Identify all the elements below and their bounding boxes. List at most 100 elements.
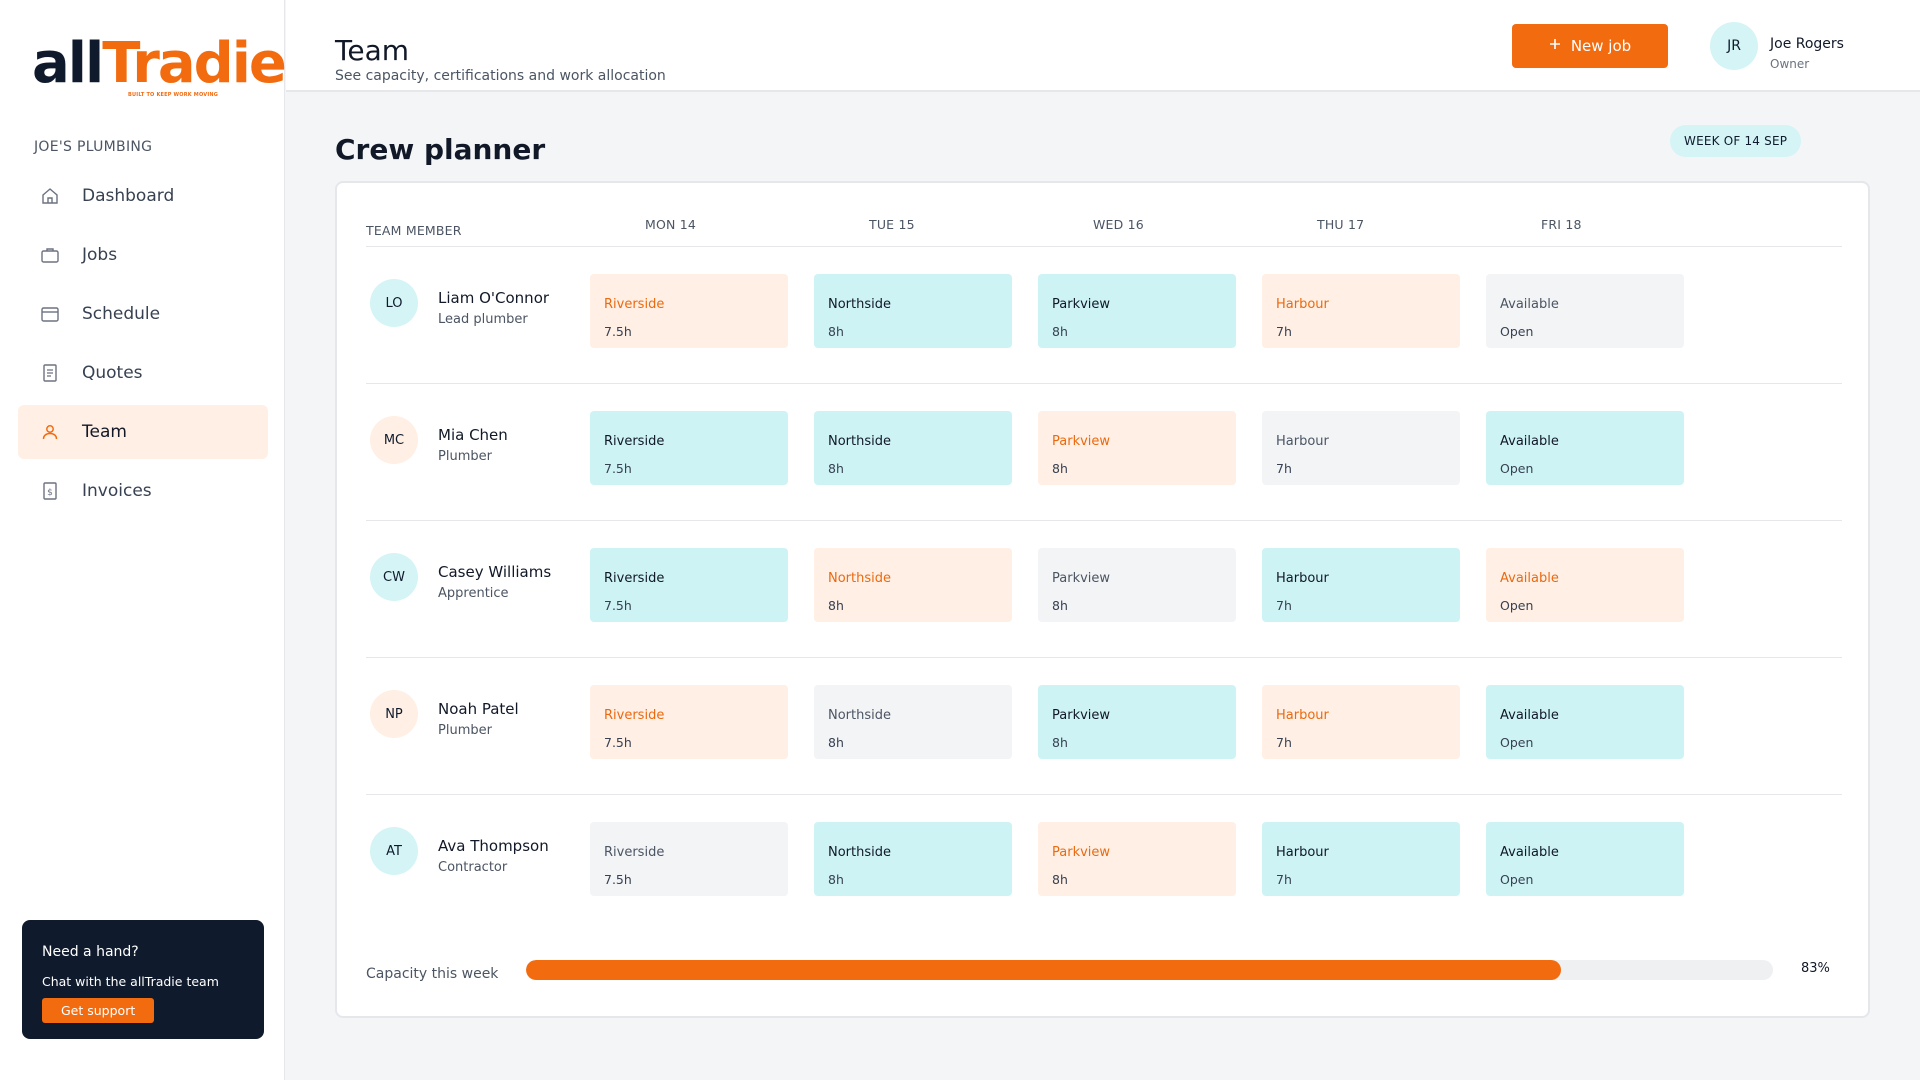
schedule-cell[interactable]: Harbour 7h — [1262, 548, 1460, 622]
cell-hours: 8h — [1052, 735, 1068, 750]
cell-site: Available — [1500, 434, 1559, 449]
capacity-bar-fill — [526, 960, 1561, 980]
cell-hours: 7h — [1276, 735, 1292, 750]
cell-site: Northside — [828, 708, 891, 723]
user-name[interactable]: Joe Rogers — [1770, 36, 1844, 52]
cell-site: Harbour — [1276, 434, 1329, 449]
schedule-cell[interactable]: Riverside 7.5h — [590, 274, 788, 348]
cell-hours: 7h — [1276, 324, 1292, 339]
cell-site: Harbour — [1276, 845, 1329, 860]
member-role: Plumber — [438, 723, 492, 738]
cell-site: Available — [1500, 845, 1559, 860]
schedule-cell[interactable]: Northside 8h — [814, 685, 1012, 759]
alltradie-logo[interactable]: allTradie BUILT TO KEEP WORK MOVING — [32, 26, 287, 106]
schedule-cell[interactable]: Available Open — [1486, 274, 1684, 348]
cell-hours: 8h — [828, 461, 844, 476]
new-job-label: New job — [1570, 37, 1632, 55]
logo-tagline: BUILT TO KEEP WORK MOVING — [128, 92, 219, 98]
cell-site: Northside — [828, 434, 891, 449]
column-header-day: WED 16 — [1093, 217, 1144, 232]
sidebar: allTradie BUILT TO KEEP WORK MOVING JOE'… — [0, 0, 287, 1080]
cell-site: Northside — [828, 845, 891, 860]
team-member[interactable]: CW Casey Williams Apprentice — [370, 543, 580, 603]
help-card: Need a hand? Chat with the allTradie tea… — [22, 920, 264, 1039]
plus-icon — [1549, 38, 1561, 54]
cell-hours: 7h — [1276, 461, 1292, 476]
schedule-cell[interactable]: Northside 8h — [814, 274, 1012, 348]
cell-hours: 7.5h — [604, 324, 632, 339]
schedule-cell[interactable]: Available Open — [1486, 548, 1684, 622]
member-name: Liam O'Connor — [438, 289, 550, 307]
document-icon — [40, 363, 60, 383]
member-name: Casey Williams — [438, 563, 552, 581]
sidebar-item-label: Jobs — [82, 245, 118, 265]
cell-hours: 7.5h — [604, 598, 632, 613]
schedule-cell[interactable]: Northside 8h — [814, 411, 1012, 485]
sidebar-nav: Dashboard Jobs Schedule Quotes Team $ Invoices — [18, 169, 268, 523]
schedule-cell[interactable]: Harbour 7h — [1262, 685, 1460, 759]
cell-hours: 8h — [1052, 324, 1068, 339]
help-title: Need a hand? — [42, 944, 139, 960]
schedule-cell[interactable]: Harbour 7h — [1262, 411, 1460, 485]
section-title: Crew planner — [335, 133, 546, 166]
schedule-cell[interactable]: Riverside 7.5h — [590, 548, 788, 622]
sidebar-item-label: Quotes — [82, 363, 143, 383]
cell-site: Parkview — [1052, 571, 1111, 586]
member-name: Ava Thompson — [438, 837, 549, 855]
get-support-button[interactable]: Get support — [42, 998, 155, 1023]
new-job-button[interactable]: New job — [1512, 24, 1668, 68]
column-header-day: TUE 15 — [869, 217, 915, 232]
cell-hours: 8h — [828, 872, 844, 887]
cell-site: Available — [1500, 571, 1559, 586]
team-member[interactable]: AT Ava Thompson Contractor — [370, 817, 580, 877]
sidebar-item-schedule[interactable]: Schedule — [18, 287, 268, 341]
schedule-cell[interactable]: Parkview 8h — [1038, 822, 1236, 896]
schedule-cell[interactable]: Harbour 7h — [1262, 274, 1460, 348]
schedule-cell[interactable]: Harbour 7h — [1262, 822, 1460, 896]
schedule-cell[interactable]: Northside 8h — [814, 822, 1012, 896]
row-divider — [366, 794, 1842, 795]
row-divider — [366, 383, 1842, 384]
schedule-cell[interactable]: Riverside 7.5h — [590, 822, 788, 896]
sidebar-item-invoices[interactable]: $ Invoices — [18, 464, 268, 518]
capacity-label: Capacity this week — [366, 966, 499, 982]
sidebar-item-label: Dashboard — [82, 186, 175, 206]
sidebar-item-team[interactable]: Team — [18, 405, 268, 459]
member-role: Lead plumber — [438, 312, 528, 327]
team-member[interactable]: LO Liam O'Connor Lead plumber — [370, 269, 580, 329]
schedule-cell[interactable]: Parkview 8h — [1038, 411, 1236, 485]
user-icon — [40, 422, 60, 442]
cell-site: Available — [1500, 708, 1559, 723]
user-avatar[interactable]: JR — [1710, 22, 1758, 70]
cell-hours: 7.5h — [604, 872, 632, 887]
member-name: Noah Patel — [438, 700, 519, 718]
schedule-cell[interactable]: Parkview 8h — [1038, 274, 1236, 348]
cell-site: Northside — [828, 297, 891, 312]
schedule-cell[interactable]: Parkview 8h — [1038, 548, 1236, 622]
member-role: Apprentice — [438, 586, 509, 601]
cell-hours: Open — [1500, 598, 1534, 613]
sidebar-item-quotes[interactable]: Quotes — [18, 346, 268, 400]
schedule-cell[interactable]: Riverside 7.5h — [590, 411, 788, 485]
svg-text:$: $ — [47, 488, 53, 498]
schedule-cell[interactable]: Available Open — [1486, 822, 1684, 896]
schedule-cell[interactable]: Available Open — [1486, 411, 1684, 485]
schedule-cell[interactable]: Riverside 7.5h — [590, 685, 788, 759]
cell-hours: Open — [1500, 872, 1534, 887]
capacity-percent: 83% — [1801, 961, 1830, 976]
schedule-cell[interactable]: Northside 8h — [814, 548, 1012, 622]
week-badge: WEEK OF 14 SEP — [1670, 125, 1802, 157]
org-name: JOE'S PLUMBING — [34, 139, 153, 155]
avatar: MC — [370, 416, 418, 464]
sidebar-item-dashboard[interactable]: Dashboard — [18, 169, 268, 223]
team-member[interactable]: NP Noah Patel Plumber — [370, 680, 580, 740]
cell-hours: 8h — [1052, 461, 1068, 476]
sidebar-item-jobs[interactable]: Jobs — [18, 228, 268, 282]
schedule-cell[interactable]: Parkview 8h — [1038, 685, 1236, 759]
cell-site: Harbour — [1276, 708, 1329, 723]
cell-site: Riverside — [604, 434, 665, 449]
team-member[interactable]: MC Mia Chen Plumber — [370, 406, 580, 466]
column-header-day: MON 14 — [645, 217, 697, 232]
schedule-cell[interactable]: Available Open — [1486, 685, 1684, 759]
cell-hours: Open — [1500, 461, 1534, 476]
